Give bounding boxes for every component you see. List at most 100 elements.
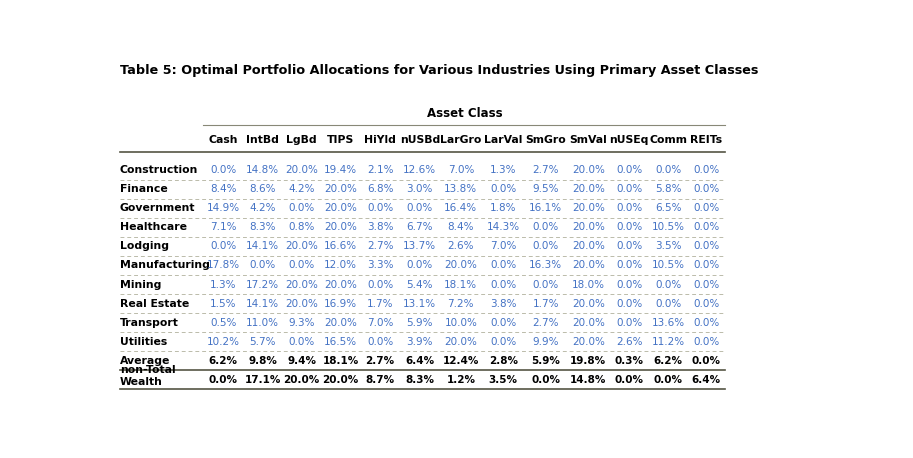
Text: 20.0%: 20.0% [445, 261, 477, 271]
Text: 19.4%: 19.4% [324, 165, 357, 175]
Text: 10.2%: 10.2% [206, 337, 239, 347]
Text: 14.1%: 14.1% [247, 241, 279, 251]
Text: 17.1%: 17.1% [245, 375, 281, 385]
Text: 3.3%: 3.3% [367, 261, 394, 271]
Text: 0.0%: 0.0% [614, 375, 644, 385]
Text: 0.0%: 0.0% [616, 165, 643, 175]
Text: 20.0%: 20.0% [572, 318, 604, 327]
Text: 2.8%: 2.8% [488, 356, 518, 366]
Text: 1.7%: 1.7% [532, 299, 559, 309]
Text: 6.2%: 6.2% [208, 356, 237, 366]
Text: 0.3%: 0.3% [614, 356, 644, 366]
Text: 6.5%: 6.5% [655, 203, 681, 213]
Text: 0.0%: 0.0% [406, 203, 433, 213]
Text: LarGro: LarGro [440, 135, 481, 145]
Text: 8.7%: 8.7% [365, 375, 394, 385]
Text: 0.0%: 0.0% [616, 279, 643, 289]
Text: 12.4%: 12.4% [443, 356, 479, 366]
Text: 0.8%: 0.8% [289, 223, 315, 232]
Text: Construction: Construction [120, 165, 198, 175]
Text: 0.0%: 0.0% [289, 203, 315, 213]
Text: 0.0%: 0.0% [655, 165, 681, 175]
Text: 3.0%: 3.0% [406, 184, 433, 194]
Text: 17.8%: 17.8% [206, 261, 239, 271]
Text: Average: Average [120, 356, 170, 366]
Text: 0.0%: 0.0% [616, 241, 643, 251]
Text: 0.0%: 0.0% [616, 203, 643, 213]
Text: 8.3%: 8.3% [405, 375, 435, 385]
Text: 3.9%: 3.9% [406, 337, 433, 347]
Text: 0.0%: 0.0% [532, 241, 559, 251]
Text: 0.0%: 0.0% [655, 279, 681, 289]
Text: 10.5%: 10.5% [652, 223, 685, 232]
Text: 0.0%: 0.0% [616, 261, 643, 271]
Text: 16.9%: 16.9% [324, 299, 357, 309]
Text: 20.0%: 20.0% [324, 279, 357, 289]
Text: 0.0%: 0.0% [532, 223, 559, 232]
Text: 0.0%: 0.0% [210, 165, 236, 175]
Text: 9.3%: 9.3% [289, 318, 315, 327]
Text: 6.4%: 6.4% [405, 356, 435, 366]
Text: 16.5%: 16.5% [324, 337, 357, 347]
Text: 1.2%: 1.2% [446, 375, 476, 385]
Text: 20.0%: 20.0% [572, 337, 604, 347]
Text: 7.1%: 7.1% [210, 223, 236, 232]
Text: 0.0%: 0.0% [249, 261, 276, 271]
Text: 14.3%: 14.3% [487, 223, 519, 232]
Text: 20.0%: 20.0% [285, 279, 318, 289]
Text: 20.0%: 20.0% [572, 184, 604, 194]
Text: 20.0%: 20.0% [324, 184, 357, 194]
Text: 20.0%: 20.0% [572, 241, 604, 251]
Text: 9.8%: 9.8% [248, 356, 278, 366]
Text: 0.0%: 0.0% [532, 279, 559, 289]
Text: 2.7%: 2.7% [532, 165, 559, 175]
Text: 14.8%: 14.8% [570, 375, 606, 385]
Text: 10.5%: 10.5% [652, 261, 685, 271]
Text: 5.8%: 5.8% [655, 184, 681, 194]
Text: 14.8%: 14.8% [247, 165, 279, 175]
Text: 12.6%: 12.6% [404, 165, 436, 175]
Text: 0.0%: 0.0% [490, 279, 517, 289]
Text: 2.1%: 2.1% [367, 165, 394, 175]
Text: 20.0%: 20.0% [572, 165, 604, 175]
Text: 16.6%: 16.6% [324, 241, 357, 251]
Text: 0.0%: 0.0% [655, 299, 681, 309]
Text: 0.0%: 0.0% [210, 241, 236, 251]
Text: Transport: Transport [120, 318, 179, 327]
Text: 3.5%: 3.5% [655, 241, 681, 251]
Text: REITs: REITs [690, 135, 722, 145]
Text: 6.7%: 6.7% [406, 223, 433, 232]
Text: 0.0%: 0.0% [289, 337, 315, 347]
Text: 2.6%: 2.6% [616, 337, 643, 347]
Text: 12.0%: 12.0% [324, 261, 357, 271]
Text: 5.7%: 5.7% [249, 337, 276, 347]
Text: 0.0%: 0.0% [616, 184, 643, 194]
Text: 6.8%: 6.8% [367, 184, 394, 194]
Text: 19.8%: 19.8% [570, 356, 606, 366]
Text: 0.0%: 0.0% [693, 165, 719, 175]
Text: 2.7%: 2.7% [532, 318, 559, 327]
Text: 1.5%: 1.5% [210, 299, 236, 309]
Text: 8.4%: 8.4% [447, 223, 474, 232]
Text: 7.0%: 7.0% [367, 318, 394, 327]
Text: 20.0%: 20.0% [284, 375, 320, 385]
Text: 16.1%: 16.1% [530, 203, 562, 213]
Text: 20.0%: 20.0% [324, 203, 357, 213]
Text: 0.0%: 0.0% [490, 184, 517, 194]
Text: 5.9%: 5.9% [406, 318, 433, 327]
Text: 1.8%: 1.8% [490, 203, 517, 213]
Text: 0.0%: 0.0% [693, 261, 719, 271]
Text: 0.0%: 0.0% [367, 337, 394, 347]
Text: 20.0%: 20.0% [572, 223, 604, 232]
Text: 20.0%: 20.0% [285, 299, 318, 309]
Text: 16.3%: 16.3% [530, 261, 562, 271]
Text: TIPS: TIPS [327, 135, 354, 145]
Text: 0.0%: 0.0% [693, 337, 719, 347]
Text: 0.0%: 0.0% [406, 261, 433, 271]
Text: 0.0%: 0.0% [693, 241, 719, 251]
Text: 20.0%: 20.0% [572, 299, 604, 309]
Text: 0.0%: 0.0% [367, 279, 394, 289]
Text: 8.3%: 8.3% [249, 223, 276, 232]
Text: 1.3%: 1.3% [210, 279, 236, 289]
Text: 11.0%: 11.0% [247, 318, 279, 327]
